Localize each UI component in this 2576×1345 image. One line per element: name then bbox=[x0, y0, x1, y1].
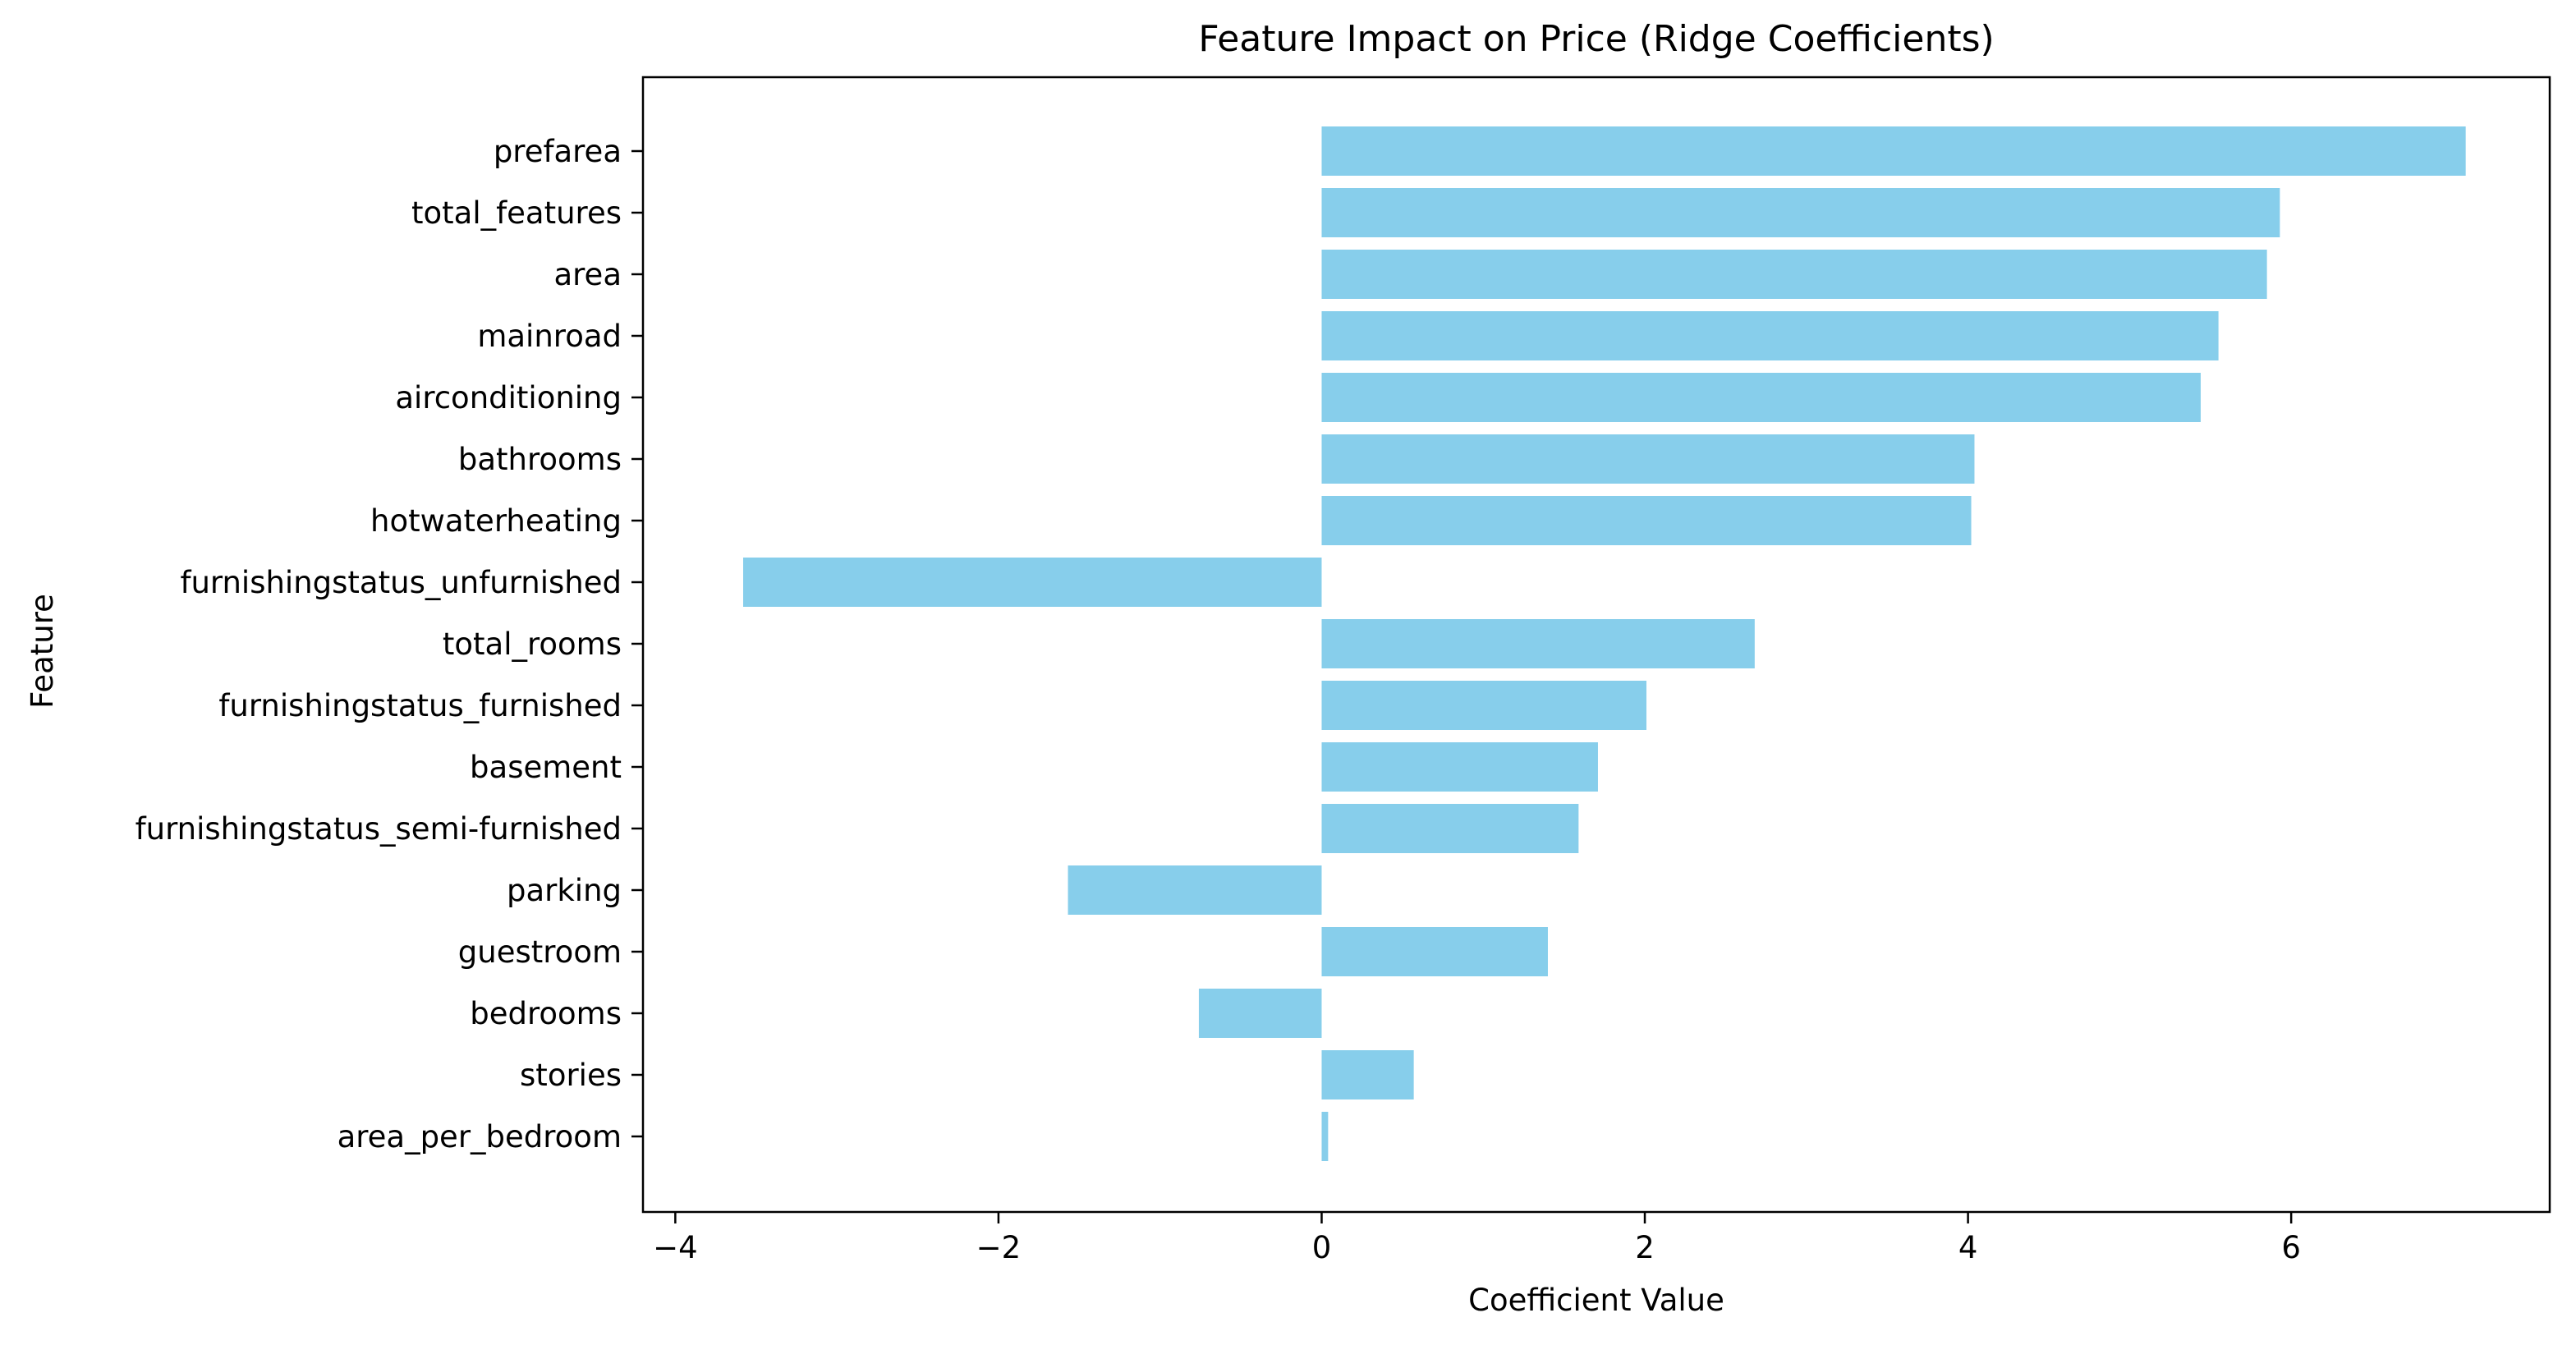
y-tick-label: stories bbox=[520, 1058, 622, 1093]
y-tick-label: airconditioning bbox=[395, 380, 622, 415]
bar-bedrooms bbox=[1198, 989, 1322, 1038]
x-axis: −4 −2 0 2 4 6 bbox=[653, 1212, 2301, 1265]
y-tick-label: furnishingstatus_semi-furnished bbox=[135, 811, 622, 847]
y-tick-label: area bbox=[553, 257, 622, 292]
y-tick-label: bedrooms bbox=[470, 996, 622, 1031]
bar-total_features bbox=[1321, 188, 2280, 237]
y-tick-label: area_per_bedroom bbox=[337, 1119, 622, 1154]
x-tick-label: −4 bbox=[653, 1230, 698, 1265]
x-tick-label: −2 bbox=[976, 1230, 1022, 1265]
y-tick-label: mainroad bbox=[477, 319, 622, 354]
y-tick-label: parking bbox=[507, 873, 622, 908]
bar-bathrooms bbox=[1321, 434, 1975, 484]
bar-airconditioning bbox=[1321, 373, 2201, 422]
bars-layer bbox=[743, 126, 2466, 1161]
y-tick-label: prefarea bbox=[494, 134, 622, 169]
bar-mainroad bbox=[1321, 311, 2219, 360]
y-axis-label: Feature bbox=[25, 594, 60, 709]
chart-title: Feature Impact on Price (Ridge Coefficie… bbox=[1198, 18, 1994, 60]
bar-furnishingstatus_unfurnished bbox=[743, 558, 1322, 607]
bar-parking bbox=[1068, 865, 1322, 915]
bar-basement bbox=[1321, 742, 1598, 792]
bar-area_per_bedroom bbox=[1321, 1112, 1329, 1161]
y-tick-label: furnishingstatus_furnished bbox=[218, 688, 622, 723]
x-tick-label: 2 bbox=[1635, 1230, 1655, 1265]
x-tick-label: 4 bbox=[1958, 1230, 1978, 1265]
bar-prefarea bbox=[1321, 126, 2466, 176]
y-tick-label: furnishingstatus_unfurnished bbox=[180, 565, 622, 600]
bar-total_rooms bbox=[1321, 619, 1755, 668]
bar-stories bbox=[1321, 1050, 1414, 1099]
bar-furnishingstatus_furnished bbox=[1321, 681, 1647, 730]
bar-guestroom bbox=[1321, 927, 1548, 976]
y-tick-label: basement bbox=[470, 750, 622, 785]
bar-area bbox=[1321, 250, 2267, 299]
plot-frame bbox=[641, 76, 2551, 1214]
bar-furnishingstatus_semi-furnished bbox=[1321, 804, 1579, 853]
y-tick-label: bathrooms bbox=[458, 442, 622, 477]
x-axis-label: Coefficient Value bbox=[1468, 1283, 1724, 1318]
x-tick-label: 6 bbox=[2281, 1230, 2301, 1265]
bar-hotwaterheating bbox=[1321, 496, 1972, 545]
y-tick-label: guestroom bbox=[458, 934, 622, 970]
y-tick-label: total_rooms bbox=[443, 627, 622, 662]
y-tick-label: hotwaterheating bbox=[370, 503, 622, 539]
x-tick-label: 0 bbox=[1312, 1230, 1332, 1265]
y-tick-label: total_features bbox=[411, 195, 622, 231]
